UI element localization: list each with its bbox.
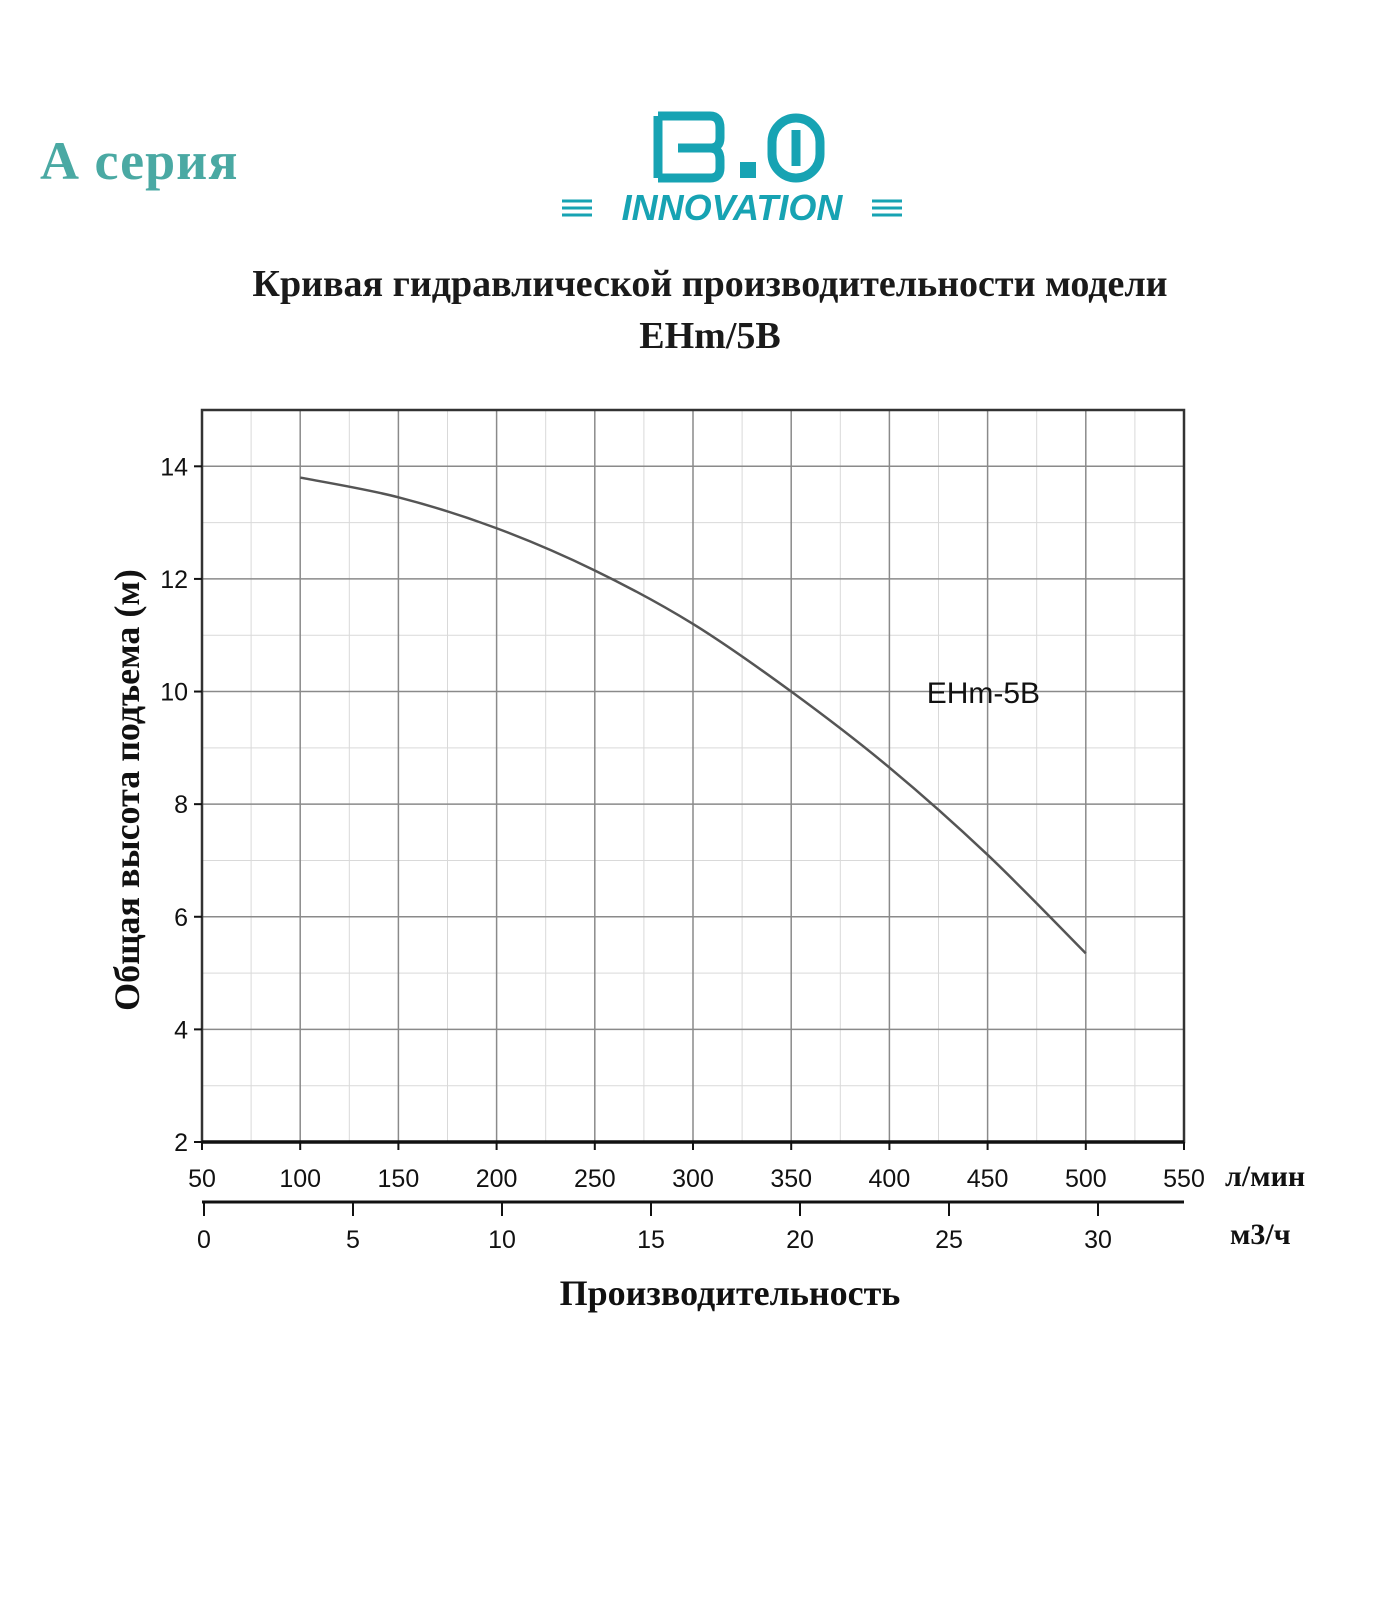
x-tick-label: 350 xyxy=(770,1165,812,1193)
x-tick-label: 200 xyxy=(476,1165,518,1193)
logo-lines-right xyxy=(872,199,902,217)
y-tick-label: 8 xyxy=(174,791,188,819)
x-tick-label: 550 xyxy=(1163,1165,1205,1193)
x2-tick-label: 10 xyxy=(488,1226,516,1254)
x-tick-label: 150 xyxy=(378,1165,420,1193)
chart-subtitle: EHm/5B xyxy=(639,315,781,357)
x-tick-label: 400 xyxy=(869,1165,911,1193)
x-tick-label: 500 xyxy=(1065,1165,1107,1193)
brand-logo: INNOVATION xyxy=(562,111,902,228)
x2-tick-label: 5 xyxy=(346,1226,360,1254)
logo-wordmark: INNOVATION xyxy=(622,187,844,228)
x-tick-label: 100 xyxy=(279,1165,321,1193)
x-tick-label: 300 xyxy=(672,1165,714,1193)
x2-tick-label: 0 xyxy=(197,1226,211,1254)
x2-tick-label: 30 xyxy=(1084,1226,1112,1254)
x-tick-label: 450 xyxy=(967,1165,1009,1193)
logo-mark xyxy=(653,111,825,183)
x2-tick-label: 20 xyxy=(786,1226,814,1254)
chart-title: Кривая гидравлической производительности… xyxy=(252,263,1168,305)
series-line xyxy=(299,476,1087,955)
y-tick-label: 4 xyxy=(174,1016,188,1044)
y-tick-label: 14 xyxy=(160,453,188,481)
logo-lines-left xyxy=(562,199,592,217)
x-axis-unit-lpm: л/мин xyxy=(1225,1160,1306,1193)
y-axis-label: Общая высота подъема (м) xyxy=(107,569,147,1011)
y-tick-label: 12 xyxy=(160,566,188,594)
y-tick-label: 10 xyxy=(160,679,188,707)
y-tick-label: 2 xyxy=(174,1129,188,1157)
x2-tick-label: 15 xyxy=(637,1226,665,1254)
x2-tick-label: 25 xyxy=(935,1226,963,1254)
x-axis-label: Производительность xyxy=(559,1273,901,1313)
y-tick-label: 6 xyxy=(174,904,188,932)
series-label: А серия xyxy=(40,131,239,191)
x-tick-label: 250 xyxy=(574,1165,616,1193)
series-label-ehm-5b: EHm-5B xyxy=(927,677,1040,710)
x-tick-label: 50 xyxy=(188,1165,216,1193)
x-axis-unit-m3h: м3/ч xyxy=(1230,1218,1291,1251)
